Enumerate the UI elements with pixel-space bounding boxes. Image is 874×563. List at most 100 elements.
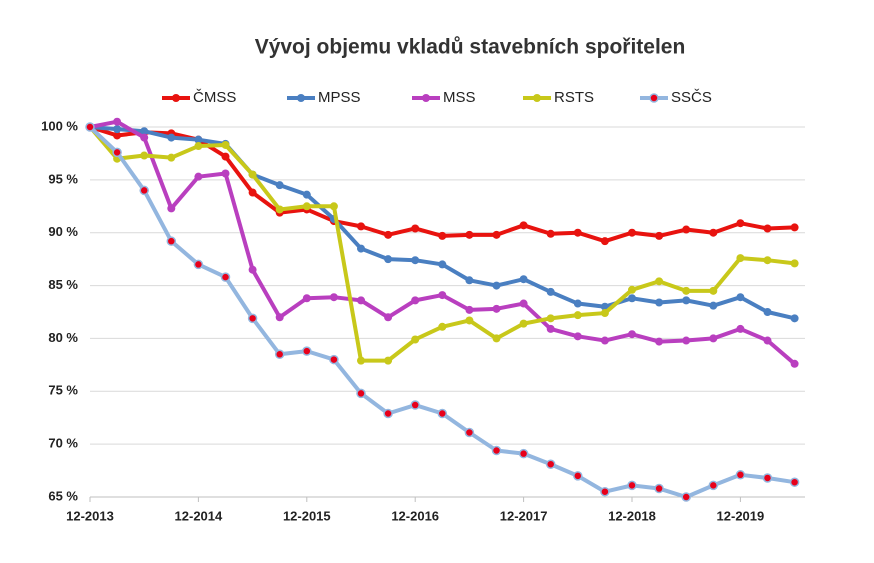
data-point <box>140 151 149 160</box>
data-point <box>628 294 636 303</box>
data-point <box>763 256 772 265</box>
legend-marker <box>533 94 541 102</box>
data-point <box>709 301 718 310</box>
x-tick-label: 12-2016 <box>391 508 439 523</box>
data-point <box>682 336 691 345</box>
data-point <box>357 222 365 231</box>
data-point <box>275 313 284 322</box>
legend-label: MPSS <box>318 89 361 106</box>
data-point <box>437 408 448 419</box>
data-point <box>329 293 338 302</box>
data-point <box>167 204 176 213</box>
data-point <box>492 304 501 313</box>
data-point <box>736 219 745 228</box>
data-point <box>248 170 257 179</box>
data-point <box>384 313 393 322</box>
chart-title: Vývoj objemu vkladů stavebních spořitele… <box>255 36 686 59</box>
data-point <box>790 223 799 232</box>
legend-marker <box>422 94 430 102</box>
data-point <box>546 287 555 296</box>
data-point <box>709 286 718 295</box>
data-point <box>112 147 122 158</box>
data-point <box>438 260 447 269</box>
data-point <box>763 224 772 233</box>
data-point <box>275 205 284 214</box>
data-point <box>546 229 555 238</box>
data-point <box>384 255 393 264</box>
data-point <box>113 125 122 134</box>
data-point <box>465 230 474 239</box>
data-point <box>274 349 285 360</box>
data-point <box>736 293 745 302</box>
data-point <box>655 337 664 346</box>
data-point <box>763 308 772 316</box>
legend-label: RSTS <box>554 89 594 106</box>
data-point <box>221 152 230 161</box>
data-point <box>790 314 799 323</box>
data-point <box>628 228 636 237</box>
x-tick-label: 12-2017 <box>500 508 548 523</box>
x-tick-label: 12-2014 <box>175 508 223 523</box>
data-point <box>220 272 231 282</box>
data-point <box>329 354 339 365</box>
data-point <box>438 322 447 331</box>
data-point <box>518 448 529 459</box>
data-point <box>140 133 149 142</box>
legend-label: SSČS <box>671 89 712 106</box>
data-point <box>627 480 637 491</box>
data-point <box>166 236 177 246</box>
data-point <box>628 285 636 294</box>
data-point <box>329 202 338 211</box>
data-point <box>465 276 474 285</box>
y-tick-label: 75 % <box>48 383 78 398</box>
data-point <box>492 230 501 239</box>
data-point <box>709 334 718 343</box>
legend-marker <box>297 94 305 102</box>
data-point <box>600 486 610 497</box>
data-point <box>248 188 257 197</box>
data-point <box>790 359 799 368</box>
data-point <box>465 316 474 325</box>
data-point <box>546 324 555 333</box>
data-point <box>655 277 664 286</box>
data-point <box>464 427 475 438</box>
data-point <box>302 202 311 211</box>
legend-label: MSS <box>443 89 476 106</box>
data-point <box>709 228 718 237</box>
data-point <box>628 330 636 339</box>
data-point <box>221 169 230 178</box>
data-point <box>519 299 528 308</box>
data-point <box>682 296 691 305</box>
data-point <box>600 336 609 345</box>
data-point <box>736 254 745 263</box>
data-point <box>357 296 365 305</box>
x-tick-label: 12-2013 <box>66 508 114 523</box>
data-point <box>465 305 474 314</box>
data-point <box>302 190 311 199</box>
data-point <box>302 346 312 356</box>
data-point <box>411 296 420 305</box>
data-point <box>546 314 555 323</box>
data-point <box>735 470 746 480</box>
y-tick-label: 65 % <box>48 488 78 503</box>
legend-marker <box>649 93 659 103</box>
data-point <box>573 332 582 341</box>
data-point <box>167 133 176 142</box>
y-tick-label: 90 % <box>48 224 78 239</box>
data-point <box>438 231 447 240</box>
data-point <box>789 477 800 487</box>
data-point <box>519 319 528 328</box>
data-point <box>682 225 691 234</box>
x-tick-label: 12-2015 <box>283 508 331 523</box>
data-point <box>736 324 745 333</box>
y-tick-label: 85 % <box>48 277 78 292</box>
data-point <box>384 356 393 365</box>
data-point <box>762 473 773 483</box>
data-point <box>85 122 95 132</box>
data-point <box>411 335 420 344</box>
data-point <box>655 231 664 240</box>
data-point <box>384 230 393 239</box>
data-point <box>519 275 528 284</box>
data-point <box>247 313 258 324</box>
